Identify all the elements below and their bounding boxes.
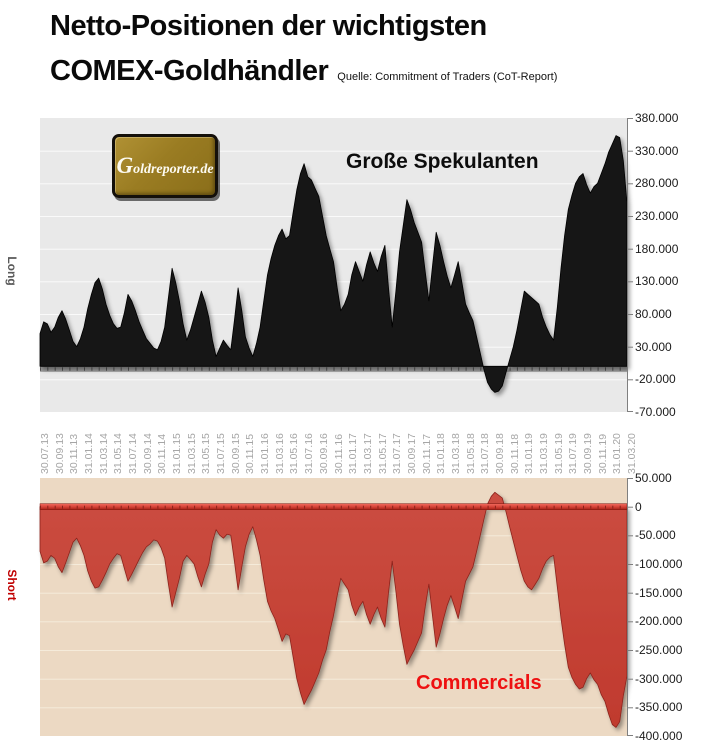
y-tick-label: 0 (635, 499, 642, 514)
x-tick-label: 30.09.13 (53, 433, 66, 474)
x-tick-label: 31.01.16 (259, 433, 272, 474)
y-tick-label: -200.000 (635, 614, 683, 629)
x-tick-label: 31.07.18 (479, 433, 492, 474)
x-tick-label: 30.09.19 (581, 433, 594, 474)
x-tick-label: 31.03.17 (361, 433, 374, 474)
x-tick-label: 31.01.19 (523, 433, 536, 474)
x-tick-label: 31.05.16 (288, 433, 301, 474)
y-tick-label: 30.000 (635, 339, 672, 354)
x-tick-label: 30.11.17 (420, 433, 433, 474)
x-tick-label: 31.07.16 (303, 433, 316, 474)
x-tick-label: 31.05.15 (200, 433, 213, 474)
y-tick-label: 380.000 (635, 111, 679, 125)
x-tick-label: 31.03.15 (185, 433, 198, 474)
commercials-chart-plot: Commercials (39, 478, 633, 736)
y-tick-label: -300.000 (635, 671, 683, 686)
x-tick-label: 30.09.14 (141, 433, 154, 474)
x-tick-label: 31.01.17 (347, 433, 360, 474)
x-tick-label: 30.09.15 (229, 433, 242, 474)
x-tick-label: 31.07.15 (215, 433, 228, 474)
y-tick-label: 330.000 (635, 143, 679, 158)
commercials-area-chart (39, 478, 633, 736)
title-line-1: Netto-Positionen der wichtigsten (50, 10, 487, 42)
x-tick-label: 31.01.15 (171, 433, 184, 474)
x-tick-label: 31.01.20 (611, 433, 624, 474)
x-tick-label: 31.07.17 (391, 433, 404, 474)
y-tick-label: -20.000 (635, 372, 676, 387)
x-tick-label: 31.05.14 (112, 433, 125, 474)
title-line-2-row: COMEX-Goldhändler Quelle: Commitment of T… (50, 49, 557, 100)
y-tick-label: 180.000 (635, 241, 679, 256)
y-tick-label: -250.000 (635, 643, 683, 657)
title-line-2: COMEX-Goldhändler (50, 55, 329, 87)
x-tick-label: 30.11.16 (332, 433, 345, 474)
x-tick-label: 31.03.20 (626, 433, 638, 474)
speculators-chart-plot: Goldreporter.de Große Spekulanten (39, 118, 633, 412)
x-tick-label: 31.01.18 (435, 433, 448, 474)
commercials-series-label: Commercials (416, 672, 542, 694)
x-tick-label: 30.11.14 (156, 433, 169, 474)
x-tick-label: 31.03.16 (273, 433, 286, 474)
x-tick-label: 31.03.14 (97, 433, 110, 474)
x-tick-label: 30.11.19 (596, 433, 609, 474)
long-axis-title: Long (5, 256, 19, 286)
source-note: Quelle: Commitment of Traders (CoT-Repor… (337, 71, 558, 83)
y-tick-label: 50.000 (635, 471, 672, 485)
y-tick-label: 80.000 (635, 307, 672, 321)
short-axis-title: Short (5, 569, 19, 601)
y-tick-label: 130.000 (635, 274, 679, 289)
speculators-series-label: Große Spekulanten (346, 150, 539, 173)
page-title: Netto-Positionen der wichtigsten COMEX-G… (50, 4, 557, 100)
y-tick-label: -50.000 (635, 528, 676, 543)
x-tick-label: 31.05.18 (464, 433, 477, 474)
y-tick-label: -400.000 (635, 729, 683, 743)
x-tick-label: 30.11.18 (508, 433, 521, 474)
y-tick-label: 230.000 (635, 209, 679, 223)
x-tick-label: 30.11.13 (68, 433, 81, 474)
y-tick-label: -100.000 (635, 557, 683, 571)
x-tick-label: 31.03.18 (449, 433, 462, 474)
y-tick-label: -70.000 (635, 405, 676, 419)
x-tick-label: 31.01.14 (83, 433, 96, 474)
x-tick-label: 31.05.19 (552, 433, 565, 474)
x-tick-label: 31.07.14 (127, 433, 140, 474)
x-tick-label: 30.07.13 (39, 433, 51, 474)
y-tick-label: 280.000 (635, 176, 679, 191)
x-tick-label: 30.09.16 (317, 433, 330, 474)
x-tick-label: 30.11.15 (244, 433, 257, 474)
x-tick-label: 31.07.19 (567, 433, 580, 474)
x-tick-label: 31.05.17 (376, 433, 389, 474)
x-tick-label: 30.09.17 (405, 433, 418, 474)
x-tick-label: 31.03.19 (537, 433, 550, 474)
y-tick-label: -350.000 (635, 700, 683, 715)
goldreporter-logo: Goldreporter.de (112, 134, 218, 198)
x-tick-label: 30.09.18 (493, 433, 506, 474)
y-tick-label: -150.000 (635, 585, 683, 600)
goldreporter-logo-text: Goldreporter.de (116, 153, 214, 178)
